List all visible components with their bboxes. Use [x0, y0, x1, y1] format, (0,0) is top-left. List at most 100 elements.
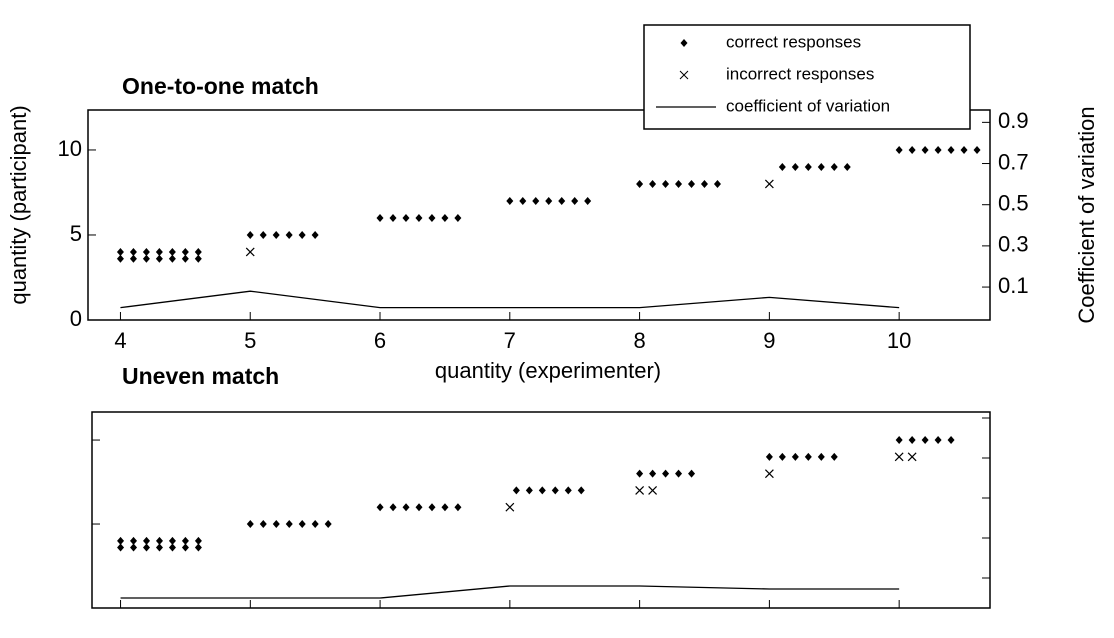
- point: [181, 543, 189, 552]
- point: [934, 145, 942, 154]
- point: [116, 254, 124, 263]
- point: [519, 196, 527, 205]
- y-axis-label: quantity (participant): [6, 105, 31, 304]
- point: [764, 179, 774, 189]
- point: [532, 196, 540, 205]
- point: [947, 145, 955, 154]
- point: [804, 452, 812, 461]
- point: [376, 213, 384, 222]
- point: [635, 486, 645, 495]
- point: [142, 247, 150, 256]
- point: [947, 436, 955, 445]
- y2-tick-label: 0.3: [998, 232, 1029, 257]
- point: [246, 230, 254, 239]
- legend: [643, 24, 971, 130]
- legend-label: incorrect responses: [726, 64, 874, 83]
- point: [117, 543, 125, 552]
- point: [700, 179, 708, 188]
- point: [116, 247, 124, 256]
- point: [538, 486, 546, 495]
- point: [843, 162, 851, 171]
- point: [168, 536, 176, 545]
- point: [415, 503, 423, 512]
- point: [558, 196, 566, 205]
- y2-tick-label: 0.9: [998, 108, 1029, 133]
- point: [687, 179, 695, 188]
- cv-line: [120, 290, 900, 309]
- point: [454, 503, 462, 512]
- point: [765, 452, 773, 461]
- legend-swatch: [680, 39, 688, 47]
- point: [648, 486, 658, 495]
- cv-line: [120, 585, 900, 599]
- point: [181, 247, 189, 256]
- point: [272, 520, 280, 529]
- y2-tick-label: 0.5: [998, 191, 1029, 216]
- point: [551, 486, 559, 495]
- point: [441, 503, 449, 512]
- point: [894, 452, 904, 462]
- point: [545, 196, 553, 205]
- point: [662, 469, 670, 478]
- x-tick-label: 9: [763, 328, 775, 353]
- point: [636, 179, 644, 188]
- point: [584, 196, 592, 205]
- point: [649, 469, 657, 478]
- point: [311, 230, 319, 239]
- plot-frame: [91, 411, 991, 609]
- legend-swatch: [679, 70, 689, 80]
- point: [791, 162, 799, 171]
- point: [512, 486, 520, 495]
- point: [402, 503, 410, 512]
- point: [155, 247, 163, 256]
- point: [895, 436, 903, 445]
- point: [675, 179, 683, 188]
- point: [921, 145, 929, 154]
- point: [324, 520, 332, 529]
- point: [817, 162, 825, 171]
- point: [804, 162, 812, 171]
- point: [194, 254, 202, 263]
- point: [830, 162, 838, 171]
- point: [272, 230, 280, 239]
- point: [505, 502, 515, 512]
- point: [415, 213, 423, 222]
- point: [246, 520, 254, 529]
- y2-tick-label: 0.1: [998, 273, 1029, 298]
- point: [285, 520, 293, 529]
- point: [117, 536, 125, 545]
- point: [454, 213, 462, 222]
- point: [791, 452, 799, 461]
- point: [441, 213, 449, 222]
- plot-frame: [87, 109, 991, 321]
- x-tick-label: 8: [633, 328, 645, 353]
- point: [129, 254, 137, 263]
- point: [764, 469, 774, 479]
- point: [168, 247, 176, 256]
- point: [155, 536, 163, 545]
- point: [389, 503, 397, 512]
- point: [285, 230, 293, 239]
- y-tick-label: 0: [70, 306, 82, 331]
- point: [389, 213, 397, 222]
- point: [402, 213, 410, 222]
- point: [259, 230, 267, 239]
- point: [181, 254, 189, 263]
- point: [713, 179, 721, 188]
- point: [168, 543, 176, 552]
- x-tick-label: 6: [374, 328, 386, 353]
- point: [428, 503, 436, 512]
- point: [143, 536, 151, 545]
- point: [908, 145, 916, 154]
- x-tick-label: 5: [244, 328, 256, 353]
- point: [168, 254, 176, 263]
- point: [649, 179, 657, 188]
- point: [259, 520, 267, 529]
- point: [675, 469, 683, 478]
- point: [194, 543, 202, 552]
- legend-label: correct responses: [726, 32, 861, 51]
- point: [525, 486, 533, 495]
- legend-label: coefficient of variation: [726, 96, 890, 115]
- point: [506, 196, 514, 205]
